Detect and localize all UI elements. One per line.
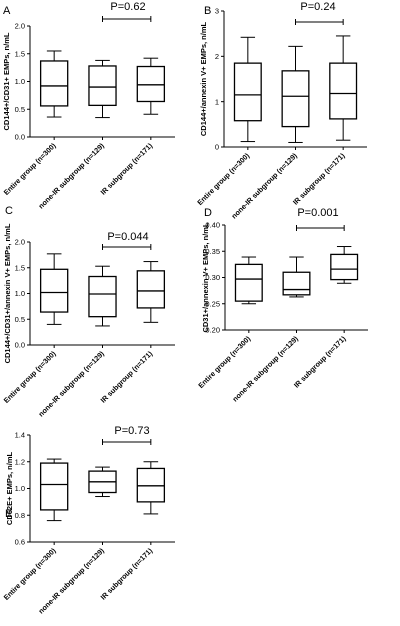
box-iqr (330, 253, 359, 281)
x-category-label: IR subgroup (n=171) (99, 349, 155, 405)
x-category-label: IR subgroup (n=171) (292, 334, 348, 390)
box-plot-1 (233, 36, 262, 143)
p-value-label: P=0.62 (110, 1, 145, 13)
x-category-label: IR subgroup (n=171) (291, 151, 347, 207)
y-axis-label: CD144+/annexin V+ EMPs, n/mL (199, 21, 208, 136)
box-plot-1 (234, 256, 263, 305)
p-value-label: P=0.001 (297, 207, 338, 219)
y-tick-label: 1.4 (15, 431, 25, 440)
box-plot-2 (88, 59, 117, 119)
p-value-label: P=0.73 (114, 425, 149, 437)
y-tick-label: 0.25 (205, 299, 220, 308)
box-plot-3 (136, 57, 166, 115)
y-tick-label: 0.30 (205, 273, 220, 282)
box-iqr (88, 275, 117, 318)
box-iqr (39, 268, 69, 313)
y-tick-label: 0.0 (15, 341, 25, 350)
y-tick-label: 0.35 (205, 247, 220, 256)
x-category-label: Entire group (n=300) (196, 334, 252, 390)
panel-letter: B (204, 5, 211, 17)
y-tick-label: 0.5 (15, 315, 25, 324)
box-plot-3 (330, 246, 359, 284)
box-iqr (39, 462, 69, 511)
y-tick-label: 1.5 (15, 263, 25, 272)
box-plot-2 (88, 265, 117, 327)
y-tick-label: 1.0 (15, 484, 25, 493)
y-tick-label: 0.5 (15, 105, 25, 114)
box-plot-1 (39, 253, 69, 325)
box-plot-1 (39, 458, 69, 522)
y-tick-label: 0.0 (15, 133, 25, 142)
box-iqr (136, 467, 166, 503)
box-iqr (234, 263, 263, 302)
y-tick-label: 1.0 (15, 77, 25, 86)
box-iqr (329, 62, 358, 120)
y-tick-label: 1.5 (15, 49, 25, 58)
y-axis-label: CD31+/annexin V+ EMPs, n/mL (201, 222, 210, 332)
panel-letter: D (204, 207, 212, 219)
box-iqr (39, 60, 69, 107)
box-plot-3 (329, 35, 358, 141)
x-category-label: Entire group (n=300) (195, 151, 251, 207)
y-tick-label: 1 (215, 97, 219, 106)
y-axis-label: CD62E+ EMPs, n/mL (5, 452, 14, 526)
panel-b: B 0 1 2 3 CD144+/annexin V+ EMPs, n/mL Entire … (195, 1, 367, 221)
panel-letter: C (5, 205, 13, 217)
x-category-label: Entire group (n=300) (2, 141, 58, 197)
panel-letter: A (3, 5, 11, 17)
box-iqr (136, 65, 166, 103)
box-iqr (233, 62, 262, 122)
y-tick-label: 2 (215, 52, 219, 61)
p-value-label: P=0.24 (300, 1, 335, 13)
panel-letter: E (5, 508, 12, 520)
y-tick-label: 1.2 (15, 457, 25, 466)
box-iqr (281, 70, 310, 128)
y-tick-label: 1.0 (15, 289, 25, 298)
box-plot-3 (136, 261, 166, 323)
y-axis-label: CD144+/CD31+/annexin V+ EMPs, n/mL (3, 223, 12, 363)
x-category-label: Entire group (n=300) (2, 546, 58, 602)
box-plot-2 (88, 466, 117, 498)
y-tick-label: 0.6 (15, 538, 25, 547)
box-plot-1 (39, 50, 69, 118)
panel-e: E 0.6 0.8 1.0 1.2 1.4 CD62E+ EMPs, n/mL Entire … (2, 425, 175, 616)
y-tick-label: 2.0 (15, 238, 25, 247)
y-axis-label: CD144+/CD31+ EMPs, n/mL (2, 32, 11, 130)
box-iqr (88, 65, 117, 107)
box-plot-2 (282, 256, 311, 298)
y-tick-label: 0 (215, 143, 219, 152)
box-plot-2 (281, 45, 310, 143)
x-category-label: IR subgroup (n=171) (99, 141, 155, 197)
y-tick-label: 0.20 (205, 326, 220, 335)
p-value-label: P=0.044 (107, 231, 148, 243)
x-category-label: IR subgroup (n=171) (99, 546, 155, 602)
y-tick-label: 0.40 (205, 221, 220, 230)
y-tick-label: 3 (215, 7, 219, 16)
box-plot-3 (136, 461, 166, 515)
y-tick-label: 2.0 (15, 22, 25, 31)
box-iqr (282, 271, 311, 296)
panel-a: A 0.0 0.5 1.0 1.5 2.0 CD144+/CD31+ EMPs, n/mL E… (2, 1, 175, 211)
box-iqr (136, 270, 166, 309)
y-tick-label: 0.8 (15, 511, 25, 520)
